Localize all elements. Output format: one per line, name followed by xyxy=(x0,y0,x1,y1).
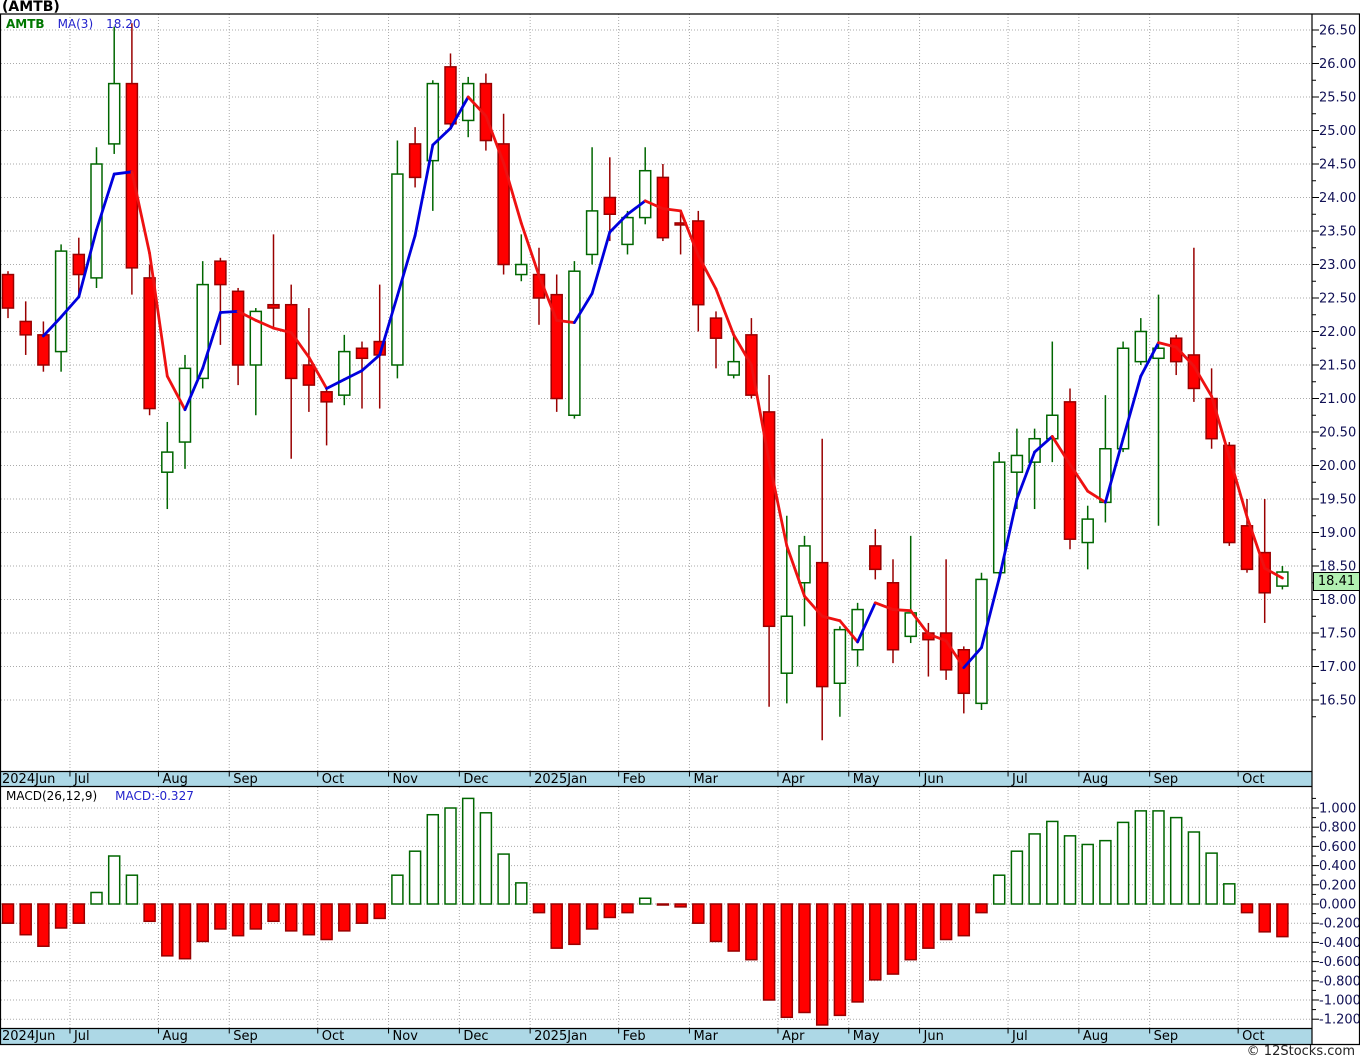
svg-text:-0.800: -0.800 xyxy=(1319,974,1360,989)
svg-text:Mar: Mar xyxy=(693,772,718,787)
svg-text:Jun: Jun xyxy=(923,772,944,787)
svg-text:25.00: 25.00 xyxy=(1319,124,1356,139)
svg-text:Apr: Apr xyxy=(782,1029,805,1044)
svg-text:25.50: 25.50 xyxy=(1319,91,1356,106)
svg-text:Apr: Apr xyxy=(782,772,805,787)
svg-text:21.50: 21.50 xyxy=(1319,359,1356,374)
ticker-symbol-label: AMTB xyxy=(6,17,45,31)
svg-text:Jun: Jun xyxy=(923,1029,944,1044)
svg-text:1.000: 1.000 xyxy=(1319,802,1356,817)
svg-text:Aug: Aug xyxy=(1083,1029,1108,1044)
svg-text:Sep: Sep xyxy=(1154,772,1179,787)
svg-text:26.50: 26.50 xyxy=(1319,24,1356,39)
svg-text:-0.200: -0.200 xyxy=(1319,917,1360,932)
svg-text:-0.600: -0.600 xyxy=(1319,955,1360,970)
svg-text:17.00: 17.00 xyxy=(1319,660,1356,675)
svg-text:Oct: Oct xyxy=(1242,772,1264,787)
svg-text:0.200: 0.200 xyxy=(1319,878,1356,893)
last-price-badge: 18.41 xyxy=(1313,572,1360,591)
svg-text:22.50: 22.50 xyxy=(1319,292,1356,307)
svg-text:0.400: 0.400 xyxy=(1319,859,1356,874)
svg-text:Aug: Aug xyxy=(162,772,187,787)
svg-text:May: May xyxy=(853,772,880,787)
svg-text:20.00: 20.00 xyxy=(1319,459,1356,474)
macd-legend: MACD(26,12,9) MACD:-0.327 xyxy=(6,789,194,803)
svg-text:Feb: Feb xyxy=(623,772,646,787)
svg-text:17.50: 17.50 xyxy=(1319,627,1356,642)
svg-text:18.00: 18.00 xyxy=(1319,593,1356,608)
svg-text:0.000: 0.000 xyxy=(1319,898,1356,913)
svg-text:Sep: Sep xyxy=(1154,1029,1179,1044)
svg-text:Nov: Nov xyxy=(393,772,419,787)
copyright-watermark: © 12Stocks.com xyxy=(1246,1044,1355,1056)
ma-indicator-label: MA(3) xyxy=(57,17,94,31)
svg-text:-1.200: -1.200 xyxy=(1319,1013,1360,1028)
svg-text:21.00: 21.00 xyxy=(1319,392,1356,407)
svg-text:23.50: 23.50 xyxy=(1319,225,1356,240)
svg-text:Sep: Sep xyxy=(233,1029,258,1044)
svg-text:18.50: 18.50 xyxy=(1319,560,1356,575)
svg-text:Oct: Oct xyxy=(322,772,344,787)
svg-text:Nov: Nov xyxy=(393,1029,419,1044)
svg-text:Jul: Jul xyxy=(73,772,90,787)
svg-text:Sep: Sep xyxy=(233,772,258,787)
svg-text:20.50: 20.50 xyxy=(1319,426,1356,441)
svg-text:19.50: 19.50 xyxy=(1319,493,1356,508)
ticker-title: (AMTB) xyxy=(2,0,60,15)
svg-text:2024Jun: 2024Jun xyxy=(2,772,55,787)
macd-indicator-label: MACD(26,12,9) xyxy=(6,789,98,803)
svg-text:22.00: 22.00 xyxy=(1319,325,1356,340)
svg-text:-0.400: -0.400 xyxy=(1319,936,1360,951)
svg-text:2025Jan: 2025Jan xyxy=(534,772,587,787)
svg-text:Dec: Dec xyxy=(463,772,488,787)
svg-text:May: May xyxy=(853,1029,880,1044)
svg-text:0.800: 0.800 xyxy=(1319,821,1356,836)
svg-text:-1.000: -1.000 xyxy=(1319,994,1360,1009)
svg-text:26.00: 26.00 xyxy=(1319,57,1356,72)
svg-text:Jul: Jul xyxy=(1011,1029,1028,1044)
svg-text:Jul: Jul xyxy=(73,1029,90,1044)
ma-indicator-value: 18.20 xyxy=(106,17,141,31)
price-legend: AMTB MA(3) 18.20 xyxy=(6,17,140,31)
svg-text:24.00: 24.00 xyxy=(1319,191,1356,206)
svg-text:24.50: 24.50 xyxy=(1319,158,1356,173)
svg-text:2025Jan: 2025Jan xyxy=(534,1029,587,1044)
svg-text:19.00: 19.00 xyxy=(1319,526,1356,541)
macd-indicator-value: MACD:-0.327 xyxy=(115,789,194,803)
svg-text:Feb: Feb xyxy=(623,1029,646,1044)
svg-text:Oct: Oct xyxy=(1242,1029,1264,1044)
svg-text:16.50: 16.50 xyxy=(1319,694,1356,709)
svg-text:Oct: Oct xyxy=(322,1029,344,1044)
svg-text:Mar: Mar xyxy=(693,1029,718,1044)
svg-text:Jul: Jul xyxy=(1011,772,1028,787)
svg-text:Aug: Aug xyxy=(1083,772,1108,787)
svg-text:2024Jun: 2024Jun xyxy=(2,1029,55,1044)
svg-text:Dec: Dec xyxy=(463,1029,488,1044)
svg-text:23.00: 23.00 xyxy=(1319,258,1356,273)
svg-text:0.600: 0.600 xyxy=(1319,840,1356,855)
svg-text:Aug: Aug xyxy=(162,1029,187,1044)
